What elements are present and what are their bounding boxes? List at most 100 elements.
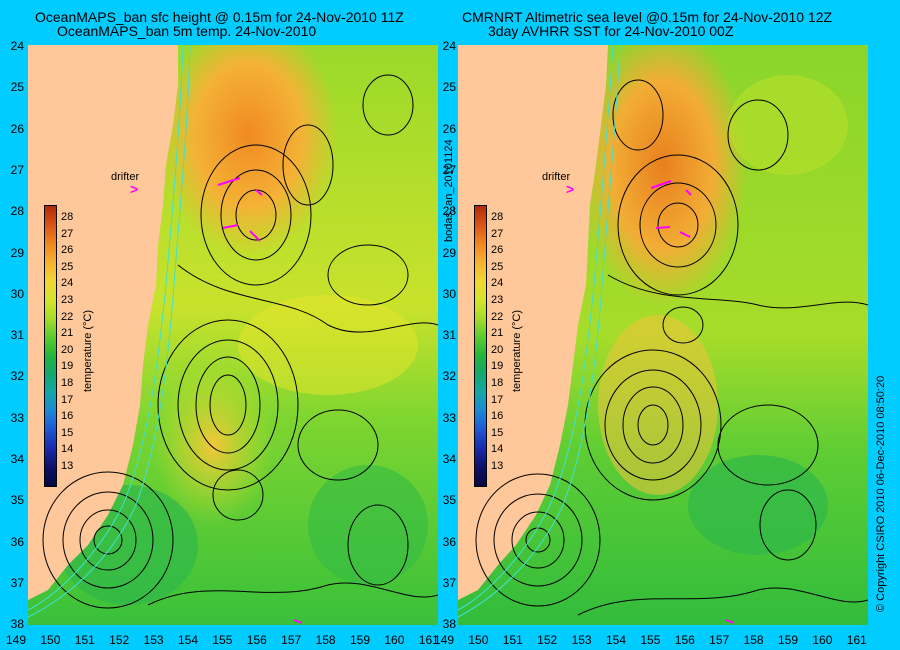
y-tick-label: 24 [10,39,24,53]
drifter-arrow-right: > [566,181,575,197]
x-tick-label: 155 [212,633,233,647]
colorbar-right [474,205,487,487]
y-tick-label: 26 [10,121,24,136]
isobath-lines [458,45,621,618]
colorbar-tick-label: 21 [61,327,74,340]
colorbar-tick-label: 19 [61,360,74,373]
y-tick-label: 33 [442,410,456,425]
colorbar-tick-label: 14 [61,443,74,456]
left-map-svg [28,45,438,625]
colorbar-tick-label: 28 [491,211,504,223]
colorbar-tick-label: 22 [491,310,504,323]
colorbar-label-left: temperature (°C) [82,309,94,392]
sea-level-contours [42,74,438,609]
left-title-line1: OceanMAPS_ban sfc height @ 0.15m for 24-… [35,9,404,25]
x-tick-label: 153 [571,633,592,647]
drifter-tracks [650,180,735,624]
colorbar-tick-label: 24 [61,277,74,290]
drifter-label-right: drifter [542,171,571,183]
right-title-line1: CMRNRT Altimetric sea level @0.15m for 2… [462,9,833,25]
x-tick-label: 160 [812,633,833,647]
colorbar-tick-label: 20 [491,343,504,356]
y-tick-label: 28 [10,204,24,219]
x-tick-label: 158 [743,633,764,647]
y-tick-label: 37 [10,575,24,590]
x-tick-label: 159 [349,633,371,647]
right-map-svg [458,45,868,625]
x-tick-label: 154 [177,633,199,647]
colorbar-tick-label: 22 [61,310,74,323]
colorbar-tick-label: 21 [491,327,504,340]
side-label: bodas_an_20101124 [443,139,455,242]
y-tick-label: 28 [442,204,456,219]
colorbar-tick-label: 23 [61,294,74,306]
x-tick-label: 154 [605,633,627,647]
colorbar-tick-label: 26 [61,244,74,257]
colorbar-tick-label: 16 [491,410,504,423]
colorbar-tick-label: 27 [61,227,74,240]
y-tick-label: 35 [10,493,24,508]
x-tick-label: 155 [640,633,661,647]
x-tick-label: 151 [502,633,523,647]
drifter-tracks [217,177,303,624]
colorbar-tick-label: 28 [61,211,74,223]
y-tick-label: 24 [442,39,456,53]
y-tick-label: 37 [442,575,456,590]
coastline-land [458,45,608,600]
colorbar-tick-label: 16 [61,410,74,423]
y-tick-label: 31 [442,328,456,343]
colorbar-tick-label: 17 [491,393,504,406]
y-tick-label: 25 [10,80,24,95]
y-tick-label: 34 [10,452,24,466]
colorbar-label-right: temperature (°C) [511,309,523,392]
x-tick-label: 156 [674,633,695,647]
x-tick-label: 152 [109,633,130,647]
y-tick-label: 25 [442,80,456,95]
colorbar-tick-label: 25 [61,260,74,273]
x-tick-label: 152 [537,633,558,647]
colorbar-tick-label: 17 [61,393,74,406]
warm-core-north [158,45,338,255]
colorbar-tick-label: 14 [491,443,504,456]
warm-core-north [578,45,748,305]
x-tick-label: 159 [777,633,799,647]
left-map-panel [28,45,438,625]
drifter-arrow-left: > [130,181,139,197]
y-tick-label: 32 [442,369,456,384]
x-tick-label: 157 [709,633,730,647]
left-title-line2: OceanMAPS_ban 5m temp. 24-Nov-2010 [57,23,317,39]
colorbar-tick-label: 15 [61,426,74,439]
x-tick-label: 161 [418,633,439,647]
colorbar-left [44,205,57,487]
coastline-land [28,45,178,600]
y-tick-label: 38 [10,617,24,632]
colorbar-tick-label: 13 [491,460,504,472]
x-tick-label: 153 [143,633,164,647]
right-title-line2: 3day AVHRR SST for 24-Nov-2010 00Z [488,23,734,39]
x-tick-label: 161 [846,633,867,647]
y-tick-label: 33 [10,410,24,425]
y-tick-label: 29 [442,245,456,260]
colorbar-tick-label: 27 [491,227,504,240]
colorbar-tick-label: 19 [491,360,504,373]
y-tick-label: 27 [10,162,24,177]
x-tick-label: 156 [246,633,267,647]
y-tick-label: 30 [442,286,456,301]
x-tick-label: 149 [5,633,27,647]
y-tick-label: 38 [442,617,456,632]
x-tick-label: 157 [281,633,302,647]
x-tick-label: 158 [315,633,336,647]
x-tick-label: 149 [433,633,455,647]
colorbar-tick-label: 26 [491,244,504,257]
y-tick-label: 27 [442,162,456,177]
y-tick-label: 35 [442,493,456,508]
x-tick-label: 160 [384,633,405,647]
colorbar-tick-label: 20 [61,343,74,356]
isobath-lines [28,45,191,618]
colorbar-tick-label: 25 [491,260,504,273]
sea-level-contours [475,79,868,616]
y-tick-label: 29 [10,245,24,260]
y-tick-label: 30 [10,286,24,301]
y-tick-label: 36 [442,534,456,549]
right-map-panel [458,45,868,625]
